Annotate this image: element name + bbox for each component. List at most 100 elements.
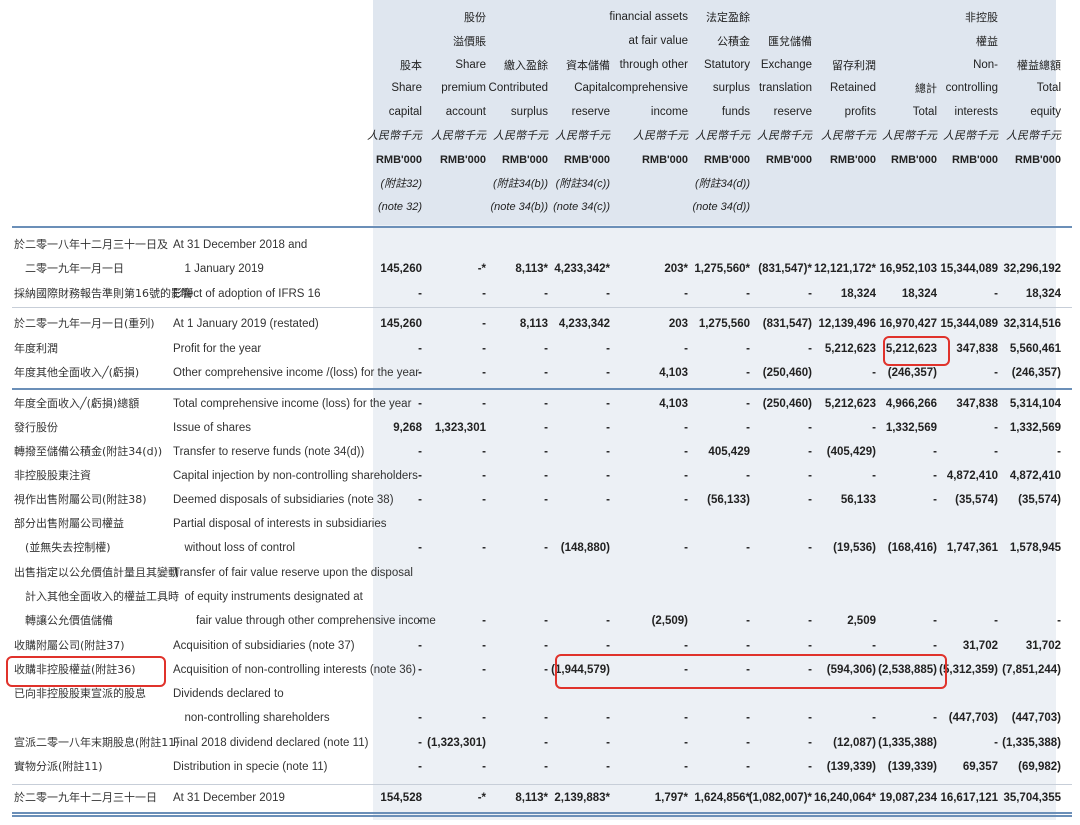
cell-total-equity: 35,704,355	[1003, 792, 1061, 804]
cell-share-premium: -	[482, 542, 486, 554]
cell-nci: 31,702	[962, 640, 998, 652]
cell-total: (2,538,885)	[878, 664, 937, 676]
column-header-line: RMB'000	[703, 153, 750, 166]
cell-capital-reserve: -	[606, 712, 610, 724]
column-header-line: RMB'000	[765, 153, 812, 166]
column-header-line: interests	[954, 106, 998, 119]
row-label-en: At 1 January 2019 (restated)	[173, 318, 319, 330]
row-label-zh: 採納國際財務報告準則第16號的影響	[14, 287, 193, 300]
column-header-nci: 非控股 權益 Non-controlling interests 人民幣千元 RMB'00…	[928, 6, 998, 173]
row-label-en: Effect of adoption of IFRS 16	[173, 288, 321, 300]
cell-retained-profits: 16,240,064*	[813, 792, 876, 804]
cell-share-capital: -	[418, 761, 422, 773]
column-header-total: 總計 Total 人民幣千元 RMB'000	[865, 77, 937, 172]
column-header-exchange-reserve: 匯兌儲備 Exchange translation reserve 人民幣千元 RMB'0…	[740, 30, 812, 173]
cell-statutory-surplus: -	[746, 343, 750, 355]
cell-total-equity: (69,982)	[1018, 761, 1061, 773]
body-band	[373, 390, 1056, 820]
cell-nci: -	[994, 288, 998, 300]
row-divider	[12, 784, 1072, 785]
row-label-en: Distribution in specie (note 11)	[173, 761, 328, 773]
cell-share-capital: -	[418, 737, 422, 749]
cell-capital-reserve: 4,233,342*	[554, 263, 610, 275]
cell-capital-reserve: 4,233,342	[558, 318, 610, 330]
column-header-line: surplus	[712, 82, 750, 95]
row-label-en: without loss of control	[173, 542, 296, 554]
row-label-zh: 實物分派(附註11)	[14, 760, 103, 773]
column-header-line: RMB'000	[563, 153, 610, 166]
cell-fvoci: -	[684, 712, 688, 724]
cell-nci: -	[994, 422, 998, 434]
cell-share-premium: -	[482, 446, 486, 458]
cell-total: (168,416)	[887, 542, 937, 554]
cell-nci: 15,344,089	[940, 263, 998, 275]
row-label-en: Transfer of fair value reserve upon the …	[173, 567, 413, 579]
column-header-line: income	[650, 106, 688, 119]
cell-total-equity: 5,314,104	[1009, 398, 1061, 410]
cell-capital-reserve: -	[606, 761, 610, 773]
cell-fvoci: 203*	[664, 263, 688, 275]
column-header-line: Total	[912, 106, 937, 119]
cell-retained-profits: (139,339)	[826, 761, 876, 773]
cell-total-equity: (1,335,388)	[1002, 737, 1061, 749]
cell-total: (1,335,388)	[878, 737, 937, 749]
cell-share-premium: -	[482, 288, 486, 300]
cell-retained-profits: (19,536)	[833, 542, 876, 554]
column-header-line: RMB'000	[501, 153, 548, 166]
cell-nci: 16,617,121	[940, 792, 998, 804]
cell-nci: (447,703)	[948, 712, 998, 724]
cell-capital-reserve: -	[606, 470, 610, 482]
cell-share-premium: -	[482, 367, 486, 379]
column-header-line: capital	[388, 106, 422, 119]
cell-contributed-surplus: -	[544, 343, 548, 355]
cell-total-equity: 5,560,461	[1009, 343, 1061, 355]
column-header-line: (note 34(b))	[490, 201, 548, 214]
cell-contributed-surplus: -	[544, 470, 548, 482]
cell-capital-reserve: 2,139,883*	[554, 792, 610, 804]
section-divider	[12, 388, 1072, 390]
cell-statutory-surplus: -	[746, 712, 750, 724]
cell-statutory-surplus: (56,133)	[707, 494, 750, 506]
cell-capital-reserve: -	[606, 737, 610, 749]
body-band	[373, 312, 1056, 387]
cell-share-capital: 9,268	[393, 422, 422, 434]
row-label-zh: 已向非控股股東宣派的股息	[14, 687, 146, 700]
column-header-line: (note 32)	[377, 201, 422, 214]
cell-capital-reserve: -	[606, 343, 610, 355]
cell-share-premium: -	[482, 712, 486, 724]
row-label-zh: 宣派二零一八年末期股息(附註11)	[14, 736, 180, 749]
cell-total: (246,357)	[887, 367, 937, 379]
column-header-line: through other	[619, 58, 688, 71]
column-header-line: 人民幣千元	[757, 129, 812, 142]
row-label-zh: 收購附屬公司(附註37)	[14, 639, 125, 652]
cell-contributed-surplus: -	[544, 737, 548, 749]
column-header-total-equity: 權益總額 Total equity 人民幣千元 RMB'000	[989, 54, 1061, 173]
cell-fvoci: 1,797*	[654, 792, 688, 804]
cell-total: 4,966,266	[885, 398, 937, 410]
cell-contributed-surplus: -	[544, 446, 548, 458]
cell-nci: (35,574)	[955, 494, 998, 506]
cell-nci: 15,344,089	[940, 318, 998, 330]
column-header-share-premium: 股份 溢價賬 Share premium account 人民幣千元 RMB'000	[414, 6, 486, 173]
column-header-line: at fair value	[628, 34, 688, 47]
cell-total-equity: 4,872,410	[1009, 470, 1061, 482]
row-label-en: Dividends declared to	[173, 688, 284, 700]
column-header-line: RMB'000	[375, 153, 422, 166]
column-header-line: 權益總額	[1017, 58, 1061, 72]
row-label-en: Other comprehensive income /(loss) for t…	[173, 367, 420, 379]
cell-share-premium: 1,323,301	[434, 422, 486, 434]
cell-contributed-surplus: -	[544, 664, 548, 676]
cell-nci: 347,838	[956, 398, 998, 410]
cell-statutory-surplus: -	[746, 542, 750, 554]
cell-statutory-surplus: -	[746, 470, 750, 482]
column-header-line: reserve	[773, 106, 812, 119]
cell-fvoci: -	[684, 761, 688, 773]
column-header-line: financial assets	[609, 11, 688, 23]
cell-nci: -	[994, 615, 998, 627]
column-header-line: 溢價賬	[453, 34, 486, 48]
column-header-line: Capital	[574, 82, 610, 95]
row-label-zh: 部分出售附屬公司權益	[14, 517, 124, 530]
cell-capital-reserve: -	[606, 615, 610, 627]
column-header-line: 人民幣千元	[493, 129, 548, 142]
